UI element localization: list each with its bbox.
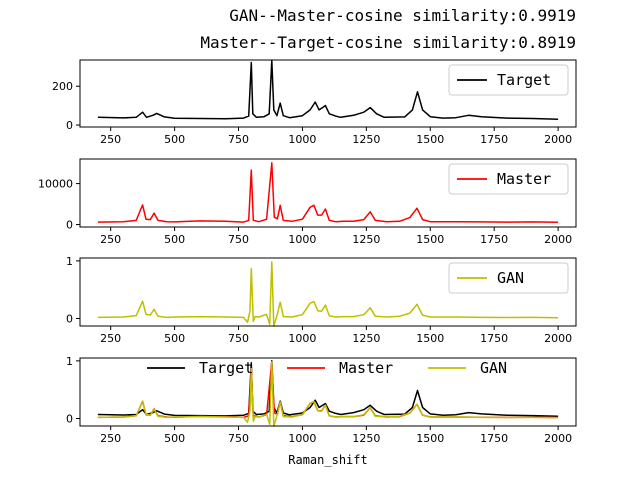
y-tick-label: 1 [66,355,73,368]
y-tick-label: 1 [66,255,73,268]
x-axis-label: Raman_shift [288,453,367,467]
x-tick-label: 2000 [544,133,572,146]
chart-4: 250 500 750 1000 1250 1500 1750 2000 0 1 Raman_shi… [66,355,577,467]
x-tick-label: 1500 [416,432,444,445]
axes-frame [79,357,577,427]
legend-label: Master [497,170,551,188]
chart-3: 250 500 750 1000 1250 1500 1750 2000 0 1 GAN [66,255,577,345]
legend-label: GAN [480,359,507,377]
axes-frame [79,158,577,228]
x-tick-label: 1500 [416,133,444,146]
x-tick-label: 2000 [544,233,572,246]
x-tick-label: 1000 [288,133,316,146]
x-tick-label: 250 [100,432,121,445]
legend-box [448,163,569,195]
x-tick-label: 250 [100,133,121,146]
series-line-master [97,162,559,224]
series-line-gan [97,261,559,327]
x-tick-label: 1500 [416,233,444,246]
legend: GAN [448,262,569,294]
series-line-target [97,59,559,120]
legend: Target [448,64,569,96]
x-tick-label: 250 [100,332,121,345]
x-tick-label: 750 [228,233,249,246]
x-tick-label: 750 [228,432,249,445]
y-tick-label: 200 [52,80,73,93]
y-tick-label: 0 [66,313,73,326]
x-tick-label: 1250 [352,432,380,445]
figure-title-1: GAN--Master-cosine similarity:0.9919 [229,6,576,25]
legend-box [448,64,569,96]
x-tick-label: 1250 [352,233,380,246]
chart-2: 250 500 750 1000 1250 1500 1750 2000 0 10000 Maste… [38,158,577,246]
x-tick-label: 1750 [480,432,508,445]
legend-label: Master [339,359,393,377]
x-tick-label: 500 [164,332,185,345]
x-tick-label: 1750 [480,233,508,246]
x-tick-label: 500 [164,133,185,146]
chart-1: 250 500 750 1000 1250 1500 1750 2000 0 200 Target [52,59,577,146]
x-tick-label: 250 [100,233,121,246]
x-tick-label: 2000 [544,332,572,345]
x-tick-label: 1000 [288,233,316,246]
x-tick-label: 1750 [480,332,508,345]
x-tick-label: 1750 [480,133,508,146]
legend: Master [448,163,569,195]
x-tick-label: 1250 [352,133,380,146]
series-line-target [97,360,559,418]
x-tick-label: 500 [164,233,185,246]
x-tick-label: 750 [228,133,249,146]
legend-label: Target [199,359,253,377]
y-tick-label: 0 [66,119,73,132]
x-tick-label: 500 [164,432,185,445]
axes-frame [79,257,577,327]
series-line-gan [97,361,559,427]
legend-label: Target [497,71,551,89]
y-tick-label: 0 [66,219,73,232]
legend-label: GAN [497,269,524,287]
legend-box [448,262,569,294]
figure-title-2: Master--Target-cosine similarity:0.8919 [200,33,576,52]
legend: Target Master GAN [147,359,507,377]
x-tick-label: 1250 [352,332,380,345]
x-tick-label: 2000 [544,432,572,445]
axes-frame [79,59,577,128]
x-tick-label: 750 [228,332,249,345]
x-tick-label: 1500 [416,332,444,345]
y-tick-label: 10000 [38,178,73,191]
x-tick-label: 1000 [288,332,316,345]
x-tick-label: 1000 [288,432,316,445]
y-tick-label: 0 [66,413,73,426]
